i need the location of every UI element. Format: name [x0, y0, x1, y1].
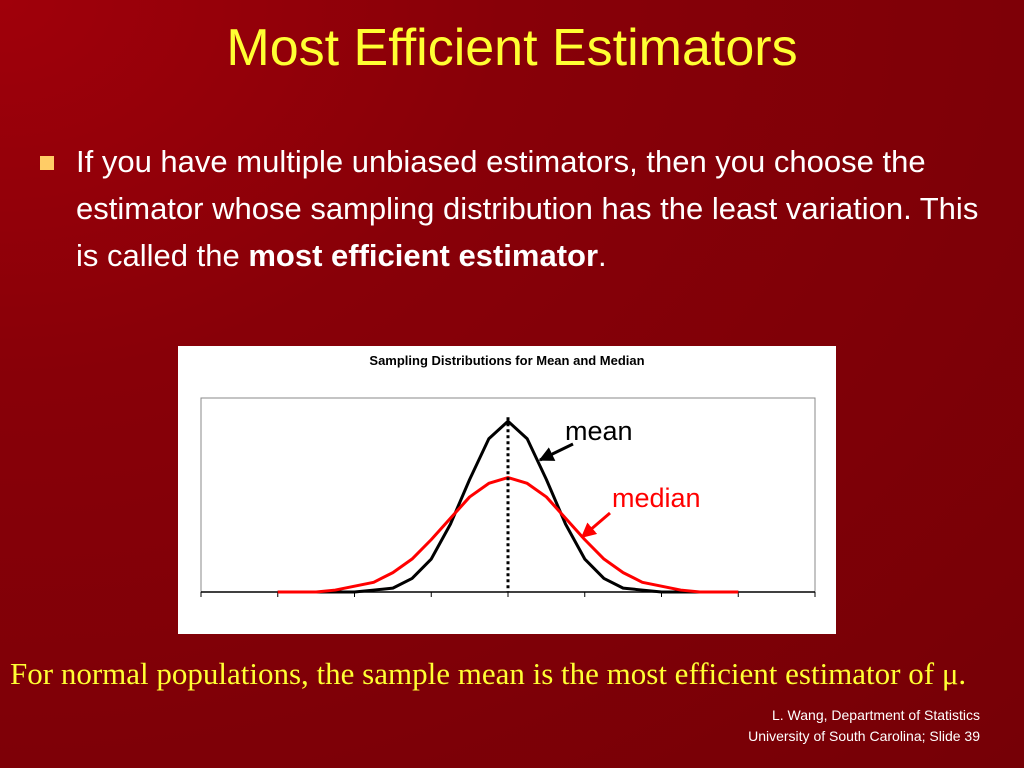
footer-line: L. Wang, Department of Statistics [771, 707, 980, 723]
footer: L. Wang, Department of Statistics Univer… [748, 705, 980, 747]
bullet-marker [40, 156, 54, 170]
series-line [277, 419, 739, 594]
caption: For normal populations, the sample mean … [10, 656, 967, 691]
bullet-text: If you have multiple unbiased estimators… [76, 138, 981, 279]
bullet-bold: most efficient estimator [248, 238, 599, 273]
bullet-body: If you have multiple unbiased estimators… [76, 144, 979, 273]
chart-title: Sampling Distributions for Mean and Medi… [369, 353, 644, 368]
chart: Sampling Distributions for Mean and Medi… [178, 346, 836, 634]
bullet-end: . [598, 238, 607, 273]
label-arrow [580, 511, 611, 539]
slide-title: Most Efficient Estimators [226, 19, 798, 77]
footer-line: University of South Carolina; Slide 39 [748, 728, 980, 744]
series-label: median [612, 483, 701, 513]
series-label: mean [565, 416, 633, 446]
label-arrow [538, 442, 574, 462]
